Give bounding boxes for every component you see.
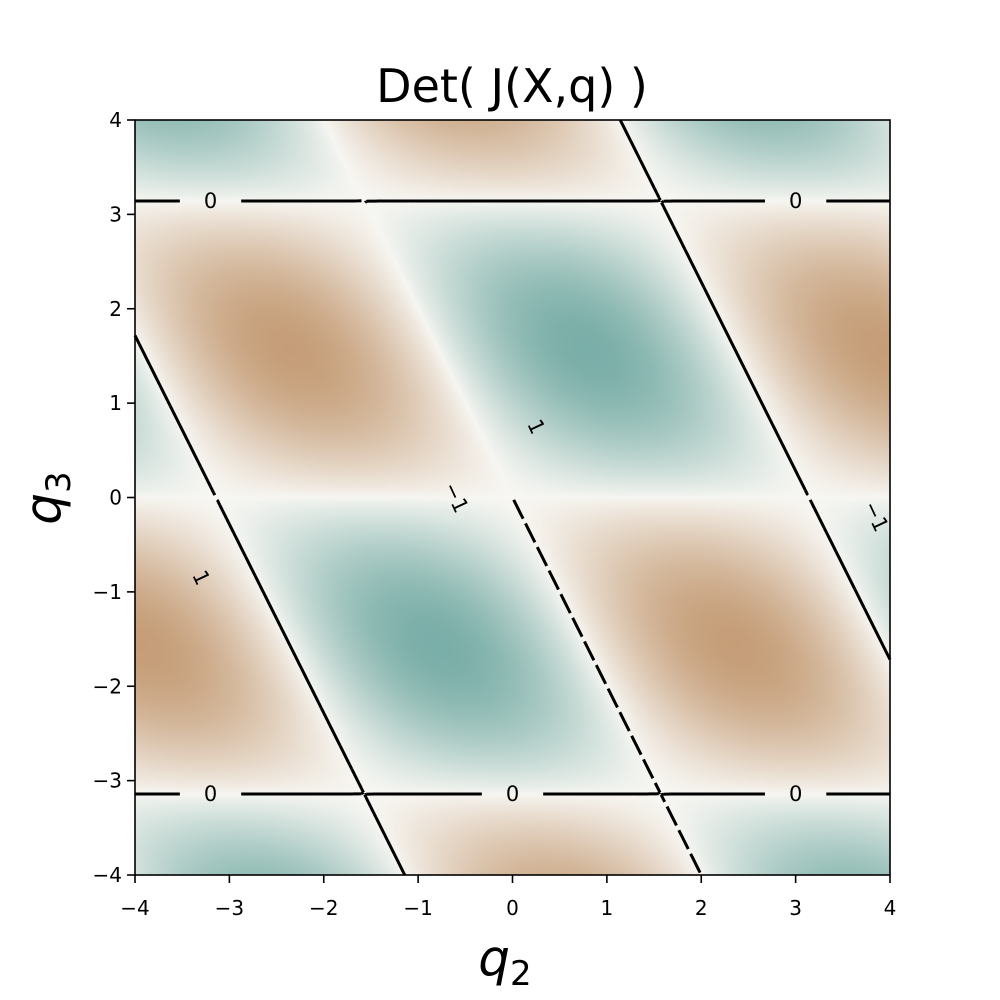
x-axis-label: q2 bbox=[478, 929, 531, 994]
contour-lines bbox=[133, 119, 892, 876]
x-tick-label: 2 bbox=[695, 896, 708, 920]
x-axis-ticks: −4 −3 −2 −1 0 1 2 3 4 bbox=[120, 875, 896, 920]
contour-level-0 bbox=[133, 119, 892, 876]
y-tick-label: −4 bbox=[93, 863, 122, 887]
y-tick-label: 4 bbox=[109, 108, 122, 132]
contour-label: 0 bbox=[506, 782, 519, 806]
contour-label: 1 bbox=[522, 416, 549, 438]
plot-frame bbox=[134, 119, 891, 876]
x-axis-label-symbol: q bbox=[478, 929, 510, 987]
heatmap-image bbox=[135, 120, 890, 875]
contour-label: 0 bbox=[204, 782, 217, 806]
contour-label: 0 bbox=[204, 189, 217, 213]
y-tick-label: 1 bbox=[109, 391, 122, 415]
contour-labels: 0 0 0 0 0 1 1 −1 −1 bbox=[187, 189, 893, 806]
y-axis-ticks: −4 −3 −2 −1 0 1 2 3 4 bbox=[93, 108, 135, 887]
x-tick-label: −2 bbox=[309, 896, 338, 920]
y-axis-label-subscript: 3 bbox=[39, 471, 79, 493]
y-tick-label: −1 bbox=[93, 580, 122, 604]
x-tick-label: −3 bbox=[215, 896, 244, 920]
contour-label: 0 bbox=[789, 782, 802, 806]
x-tick-label: −4 bbox=[120, 896, 149, 920]
contour-label: 0 bbox=[789, 189, 802, 213]
y-tick-label: 0 bbox=[109, 486, 122, 510]
y-tick-label: −3 bbox=[93, 769, 122, 793]
x-tick-label: 3 bbox=[789, 896, 802, 920]
contour-label: −1 bbox=[858, 497, 893, 535]
x-tick-label: 0 bbox=[506, 896, 519, 920]
contour-label: 1 bbox=[187, 567, 214, 589]
y-tick-label: −2 bbox=[93, 674, 122, 698]
y-tick-label: 2 bbox=[109, 297, 122, 321]
x-tick-label: 1 bbox=[601, 896, 614, 920]
chart-title: Det( J(X,q) ) bbox=[376, 59, 648, 113]
y-tick-label: 3 bbox=[109, 202, 122, 226]
y-axis-label-symbol: q bbox=[14, 493, 72, 525]
contour-label: −1 bbox=[438, 478, 473, 516]
x-tick-label: 4 bbox=[884, 896, 897, 920]
x-tick-label: −1 bbox=[403, 896, 432, 920]
y-axis-label: q3 bbox=[14, 471, 79, 524]
x-axis-label-subscript: 2 bbox=[510, 954, 532, 994]
